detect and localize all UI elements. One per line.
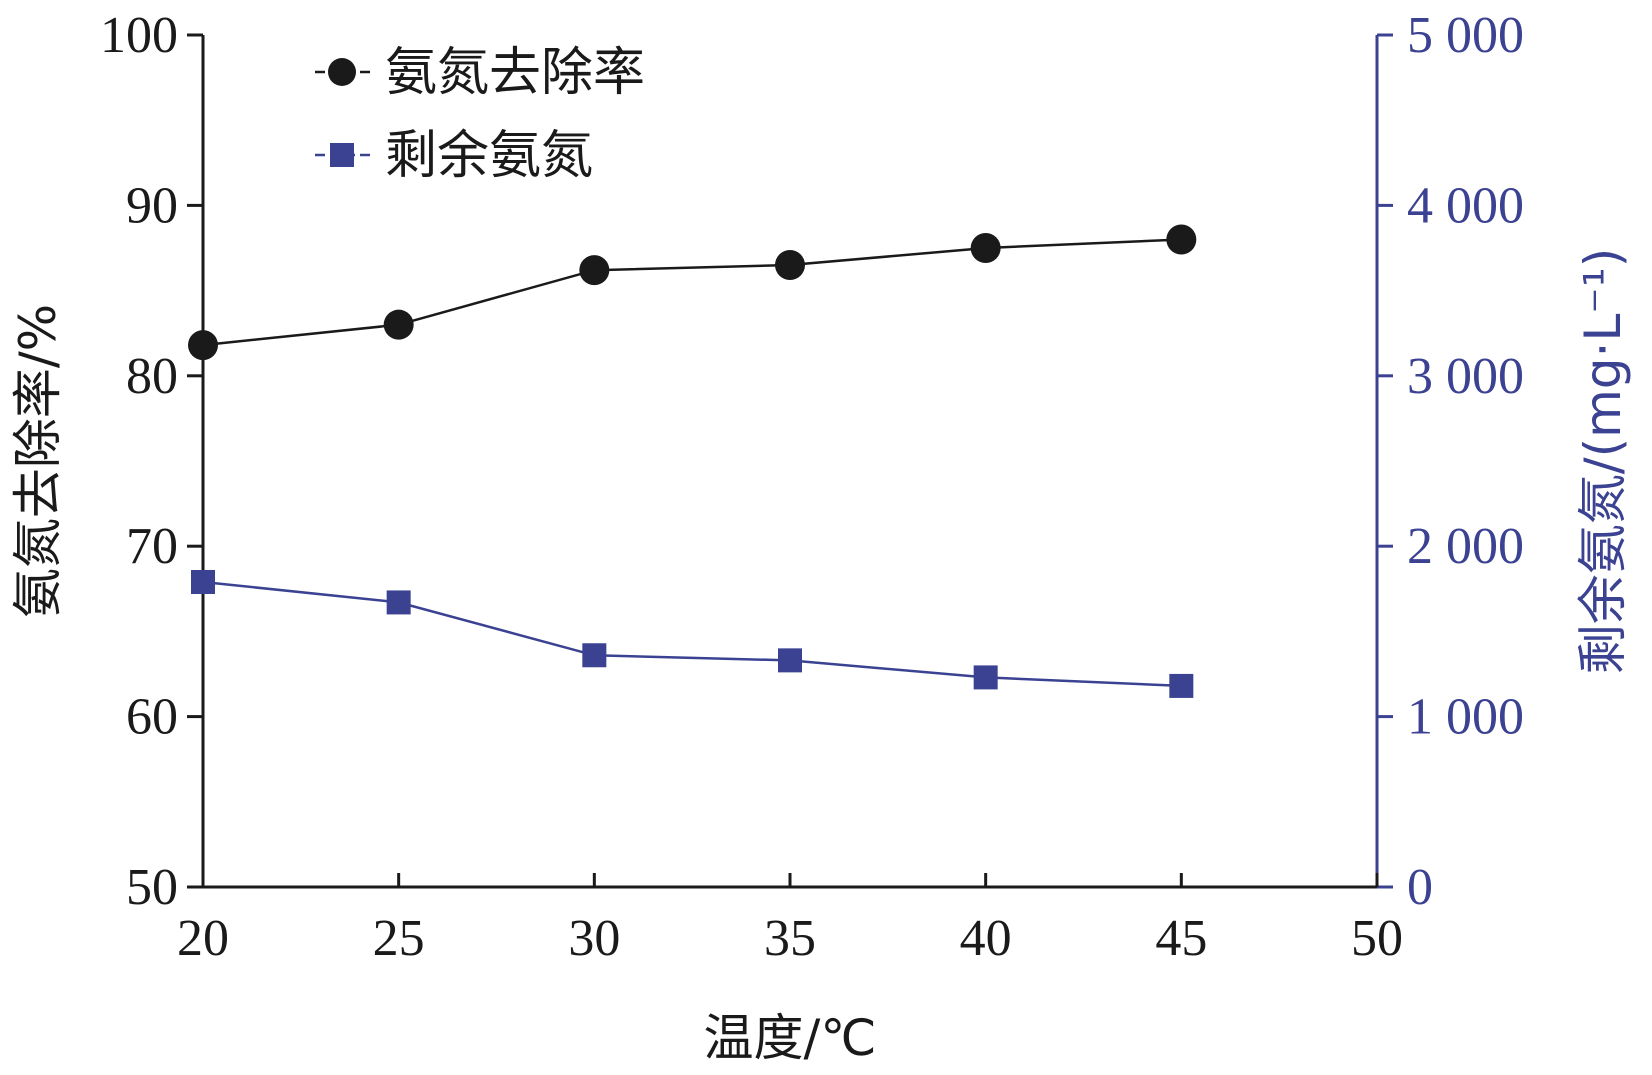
data-point-square (582, 643, 607, 668)
data-point-circle (383, 309, 414, 340)
legend-item-residual-ammonia: 剩余氨氮 (315, 126, 593, 186)
x-axis-label: 温度/℃ (704, 1009, 877, 1067)
data-point-square (191, 569, 215, 594)
legend: 氨氮去除率 剩余氨氮 (315, 43, 645, 186)
left-tick-label: 70 (126, 518, 178, 575)
data-point-circle (775, 250, 805, 281)
data-point-circle (970, 233, 1001, 263)
x-tick-label: 35 (764, 910, 816, 967)
left-tick-label: 100 (100, 7, 178, 64)
left-axis-ticks: 50 60 70 80 90 100 (100, 7, 203, 916)
legend-label-residual-ammonia: 剩余氨氮 (385, 126, 593, 186)
x-tick-label: 25 (373, 910, 425, 967)
left-tick-label: 90 (126, 177, 178, 234)
right-tick-label: 0 (1407, 859, 1433, 916)
data-point-square (386, 590, 411, 615)
right-tick-label: 1 000 (1407, 689, 1524, 746)
series-line-1 (202, 580, 1182, 688)
left-tick-label: 60 (126, 689, 178, 746)
data-point-circle (579, 255, 610, 286)
x-axis-ticks: 20 25 30 35 40 45 50 (177, 873, 1403, 967)
data-point-square (778, 648, 802, 673)
plot-frame (201, 35, 1379, 889)
right-axis-ticks: 0 1 000 2 000 3 000 4 000 5 000 (1377, 7, 1524, 916)
legend-marker-removal-rate (328, 58, 356, 86)
legend-label-removal-rate: 氨氮去除率 (385, 43, 645, 103)
right-tick-label: 3 000 (1407, 348, 1524, 405)
data-point-circle (1166, 224, 1197, 255)
right-tick-label: 5 000 (1407, 7, 1524, 64)
series-layer (188, 224, 1197, 698)
right-tick-label: 4 000 (1407, 177, 1524, 234)
left-tick-label: 50 (126, 859, 178, 916)
right-y-axis-label: 剩余氨氮/(mg·L⁻¹) (1574, 248, 1632, 675)
x-tick-label: 45 (1155, 910, 1207, 967)
data-point-circle (188, 330, 218, 361)
x-tick-label: 50 (1351, 910, 1403, 967)
x-tick-label: 30 (568, 910, 620, 967)
legend-item-removal-rate: 氨氮去除率 (315, 43, 645, 103)
left-y-axis-label: 氨氮去除率/% (9, 304, 67, 618)
series-line-0 (202, 238, 1182, 347)
data-point-square (973, 665, 998, 690)
legend-marker-residual-ammonia (330, 143, 354, 167)
data-point-square (1169, 673, 1194, 698)
right-tick-label: 2 000 (1407, 518, 1524, 575)
left-tick-label: 80 (126, 348, 178, 405)
x-tick-label: 40 (960, 910, 1012, 967)
x-tick-label: 20 (177, 910, 229, 967)
